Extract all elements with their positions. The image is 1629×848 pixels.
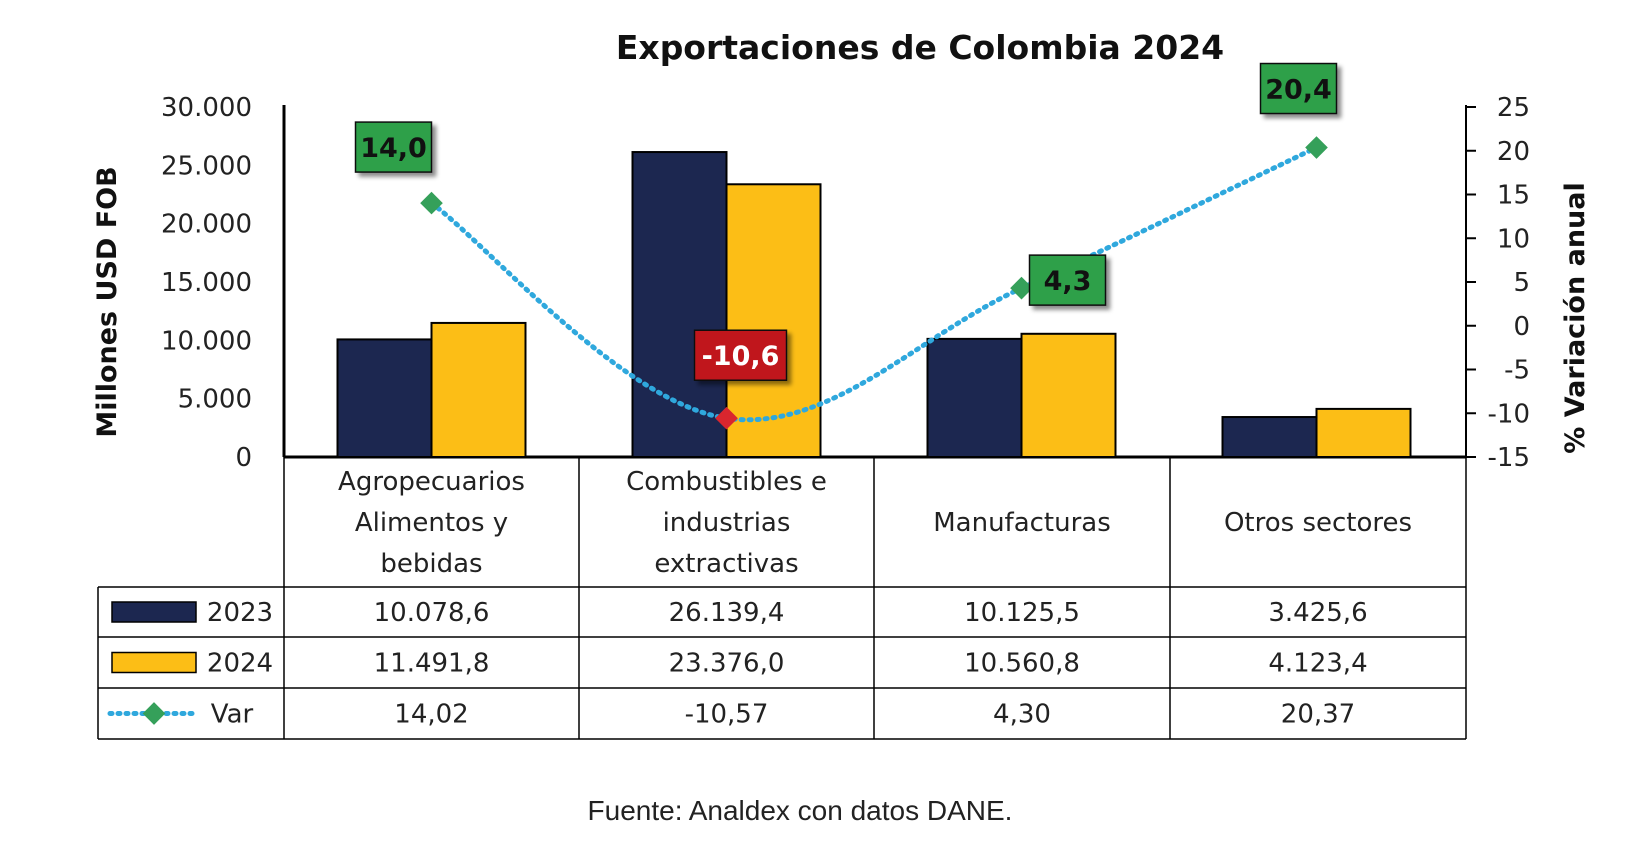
y-tick-label: 25.000 xyxy=(161,151,252,181)
chart-title: Exportaciones de Colombia 2024 xyxy=(616,28,1224,67)
table-cell-2024-3: 10.560,8 xyxy=(964,649,1080,679)
y2-axis-label: % Variación anual xyxy=(1560,182,1591,453)
y2-tick-label: 20 xyxy=(1497,137,1530,167)
table-cell-Var-1: 14,02 xyxy=(394,700,468,730)
legend-label-Var: Var xyxy=(211,700,254,730)
bar-2024-3 xyxy=(1020,332,1117,459)
y2-tick-label: 10 xyxy=(1497,224,1530,254)
table-cell-2023-2: 26.139,4 xyxy=(669,598,785,628)
legend-marker-Var xyxy=(142,702,166,725)
table-cell-2023-3: 10.125,5 xyxy=(964,598,1080,628)
y-tick-label: 5.000 xyxy=(178,385,252,415)
table-cell-Var-3: 4,30 xyxy=(993,700,1051,730)
y2-tick-label: 0 xyxy=(1513,312,1530,342)
category-label-1: bebidas xyxy=(380,549,482,579)
category-label-1: Agropecuarios xyxy=(338,467,525,497)
table-cell-2024-2: 23.376,0 xyxy=(669,649,785,679)
variation-line xyxy=(429,145,1319,423)
data-label-box-3 xyxy=(1028,254,1107,306)
data-label-box-2 xyxy=(693,329,788,381)
table-cell-2024-4: 4.123,4 xyxy=(1268,649,1367,679)
source-note: Fuente: Analdex con datos DANE. xyxy=(588,795,1013,826)
data-label-2: -10,6 xyxy=(702,341,780,372)
data-label-1: 14,0 xyxy=(360,133,427,164)
y2-tick-label: 25 xyxy=(1497,93,1530,123)
y2-tick-label: 15 xyxy=(1497,181,1530,211)
category-label-1: Alimentos y xyxy=(355,508,508,538)
data-label-3: 4,3 xyxy=(1044,266,1092,297)
legend-label-2023: 2023 xyxy=(207,598,273,628)
variation-marker-4 xyxy=(1305,136,1328,159)
legend-swatch-2024 xyxy=(111,651,197,674)
table-cell-2023-1: 10.078,6 xyxy=(374,598,490,628)
data-label-box-4 xyxy=(1259,62,1338,115)
legend-swatch-2023 xyxy=(111,601,197,623)
y-tick-label: 20.000 xyxy=(161,210,252,240)
y2-tick-label: -5 xyxy=(1504,356,1530,386)
y2-tick-label: 5 xyxy=(1513,268,1530,298)
bar-2024-4 xyxy=(1315,407,1412,459)
y2-tick-label: -15 xyxy=(1488,443,1530,473)
bar-2023-2 xyxy=(631,151,728,458)
bar-2023-3 xyxy=(926,337,1023,459)
y-tick-label: 15.000 xyxy=(161,268,252,298)
data-label-4: 20,4 xyxy=(1265,75,1332,106)
category-label-2: Combustibles e xyxy=(626,467,827,497)
bar-2023-4 xyxy=(1221,416,1318,458)
y-tick-label: 0 xyxy=(235,443,252,473)
bar-2023-1 xyxy=(336,338,433,458)
variation-marker-2 xyxy=(715,406,738,430)
table-cell-2024-1: 11.491,8 xyxy=(374,649,490,679)
category-label-3: Manufacturas xyxy=(933,508,1111,538)
data-label-box-1 xyxy=(354,121,433,173)
y-tick-label: 30.000 xyxy=(161,93,252,123)
y-tick-label: 10.000 xyxy=(161,326,252,356)
category-label-4: Otros sectores xyxy=(1224,508,1412,538)
legend-label-2024: 2024 xyxy=(207,649,273,679)
category-label-2: extractivas xyxy=(654,549,798,579)
category-label-2: industrias xyxy=(663,508,791,538)
y-axis-label: Millones USD FOB xyxy=(92,166,123,437)
table-cell-Var-4: 20,37 xyxy=(1281,700,1355,730)
variation-marker-3 xyxy=(1010,276,1033,300)
table-cell-Var-2: -10,57 xyxy=(685,700,769,730)
bar-2024-1 xyxy=(430,321,527,458)
table-cell-2023-4: 3.425,6 xyxy=(1268,598,1367,628)
y2-tick-label: -10 xyxy=(1488,399,1530,429)
